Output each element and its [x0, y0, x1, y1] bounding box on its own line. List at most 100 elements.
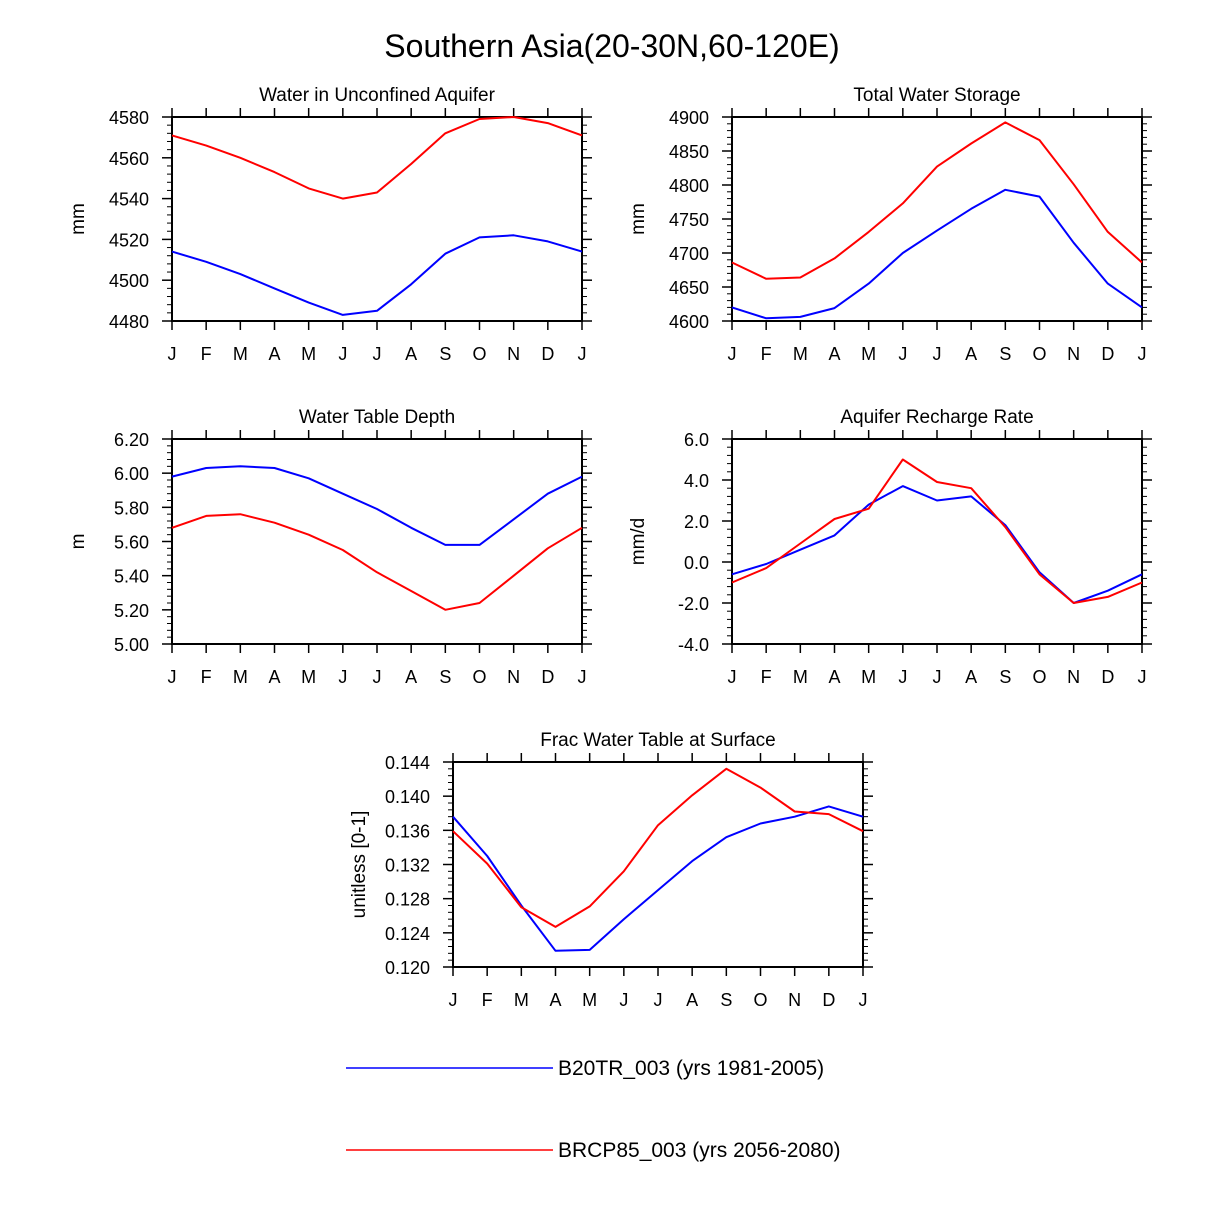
x-tick-label: J — [654, 990, 663, 1010]
x-tick-label: M — [233, 667, 248, 687]
y-tick-label: 6.0 — [684, 430, 709, 450]
x-tick-label: A — [268, 344, 280, 364]
y-tick-label: 4800 — [669, 176, 709, 196]
x-tick-label: A — [405, 667, 417, 687]
series-line — [731, 485, 1143, 604]
y-tick-label: 0.120 — [385, 958, 430, 978]
x-tick-label: S — [439, 667, 451, 687]
x-tick-label: A — [828, 667, 840, 687]
y-tick-label: 5.20 — [114, 601, 149, 621]
x-tick-label: O — [472, 344, 486, 364]
x-tick-label: D — [822, 990, 835, 1010]
y-tick-label: 4480 — [109, 312, 149, 332]
x-tick-label: J — [859, 990, 868, 1010]
y-tick-label: 4650 — [669, 278, 709, 298]
x-tick-label: A — [965, 344, 977, 364]
x-tick-label: J — [168, 667, 177, 687]
x-tick-label: M — [793, 667, 808, 687]
y-axis-label: mm/d — [628, 518, 649, 566]
series-line — [171, 513, 583, 611]
x-tick-label: J — [1138, 667, 1147, 687]
x-tick-label: J — [338, 667, 347, 687]
x-tick-label: J — [578, 344, 587, 364]
legend-label: BRCP85_003 (yrs 2056-2080) — [558, 1139, 841, 1162]
x-tick-label: D — [541, 667, 554, 687]
x-tick-label: A — [686, 990, 698, 1010]
series-line — [171, 116, 583, 200]
y-tick-label: 0.136 — [385, 821, 430, 841]
y-axis-label: mm — [628, 203, 649, 235]
x-tick-label: F — [201, 344, 212, 364]
x-tick-label: J — [373, 344, 382, 364]
x-tick-label: N — [507, 667, 520, 687]
y-tick-label: 0.128 — [385, 890, 430, 910]
x-tick-label: S — [720, 990, 732, 1010]
y-tick-label: -4.0 — [678, 635, 709, 655]
chart-title: Aquifer Recharge Rate — [840, 407, 1033, 428]
plot-frame — [452, 761, 864, 968]
x-tick-label: J — [578, 667, 587, 687]
x-tick-label: M — [301, 344, 316, 364]
chart-title: Water Table Depth — [299, 407, 455, 428]
y-tick-label: 6.00 — [114, 464, 149, 484]
y-tick-label: 4560 — [109, 149, 149, 169]
x-tick-label: M — [861, 667, 876, 687]
x-tick-label: J — [373, 667, 382, 687]
x-tick-label: N — [788, 990, 801, 1010]
x-tick-label: D — [1101, 667, 1114, 687]
y-tick-label: 6.20 — [114, 430, 149, 450]
x-tick-label: M — [861, 344, 876, 364]
x-tick-label: J — [933, 344, 942, 364]
y-tick-label: 5.60 — [114, 533, 149, 553]
x-tick-label: J — [898, 344, 907, 364]
y-tick-label: 4500 — [109, 271, 149, 291]
x-tick-label: N — [1067, 667, 1080, 687]
x-tick-label: D — [541, 344, 554, 364]
x-tick-label: F — [482, 990, 493, 1010]
legend: B20TR_003 (yrs 1981-2005) BRCP85_003 (yrs… — [346, 1057, 841, 1162]
y-tick-label: 0.140 — [385, 787, 430, 807]
x-tick-label: O — [472, 667, 486, 687]
y-tick-label: 5.80 — [114, 498, 149, 518]
series-line — [171, 465, 583, 546]
y-axis-label: m — [68, 534, 89, 550]
y-tick-label: 4700 — [669, 244, 709, 264]
y-tick-label: 4.0 — [684, 471, 709, 491]
y-tick-label: 4580 — [109, 108, 149, 128]
chart-title: Total Water Storage — [853, 85, 1020, 106]
y-tick-label: 5.00 — [114, 635, 149, 655]
x-tick-label: F — [761, 667, 772, 687]
series-line — [452, 805, 864, 952]
x-tick-label: M — [233, 344, 248, 364]
y-tick-label: 0.144 — [385, 753, 430, 773]
x-tick-label: A — [965, 667, 977, 687]
x-tick-label: O — [753, 990, 767, 1010]
x-tick-label: A — [405, 344, 417, 364]
y-tick-label: 4750 — [669, 210, 709, 230]
x-tick-label: S — [999, 667, 1011, 687]
chart-title: Frac Water Table at Surface — [540, 730, 776, 751]
series-line — [731, 458, 1143, 604]
y-tick-label: 4520 — [109, 230, 149, 250]
plot-frame — [731, 438, 1143, 645]
x-tick-label: M — [514, 990, 529, 1010]
x-tick-label: A — [549, 990, 561, 1010]
y-tick-label: 4900 — [669, 108, 709, 128]
x-tick-label: J — [1138, 344, 1147, 364]
chart-title: Water in Unconfined Aquifer — [259, 85, 496, 106]
series-line — [171, 234, 583, 316]
y-tick-label: 5.40 — [114, 567, 149, 587]
y-tick-label: 4600 — [669, 312, 709, 332]
x-tick-label: J — [898, 667, 907, 687]
plot-frame — [171, 116, 583, 322]
x-tick-label: J — [728, 344, 737, 364]
plot-frame — [171, 438, 583, 645]
series-line — [731, 188, 1143, 320]
x-tick-label: J — [168, 344, 177, 364]
y-axis-label: unitless [0-1] — [349, 811, 370, 919]
y-tick-label: 0.132 — [385, 856, 430, 876]
